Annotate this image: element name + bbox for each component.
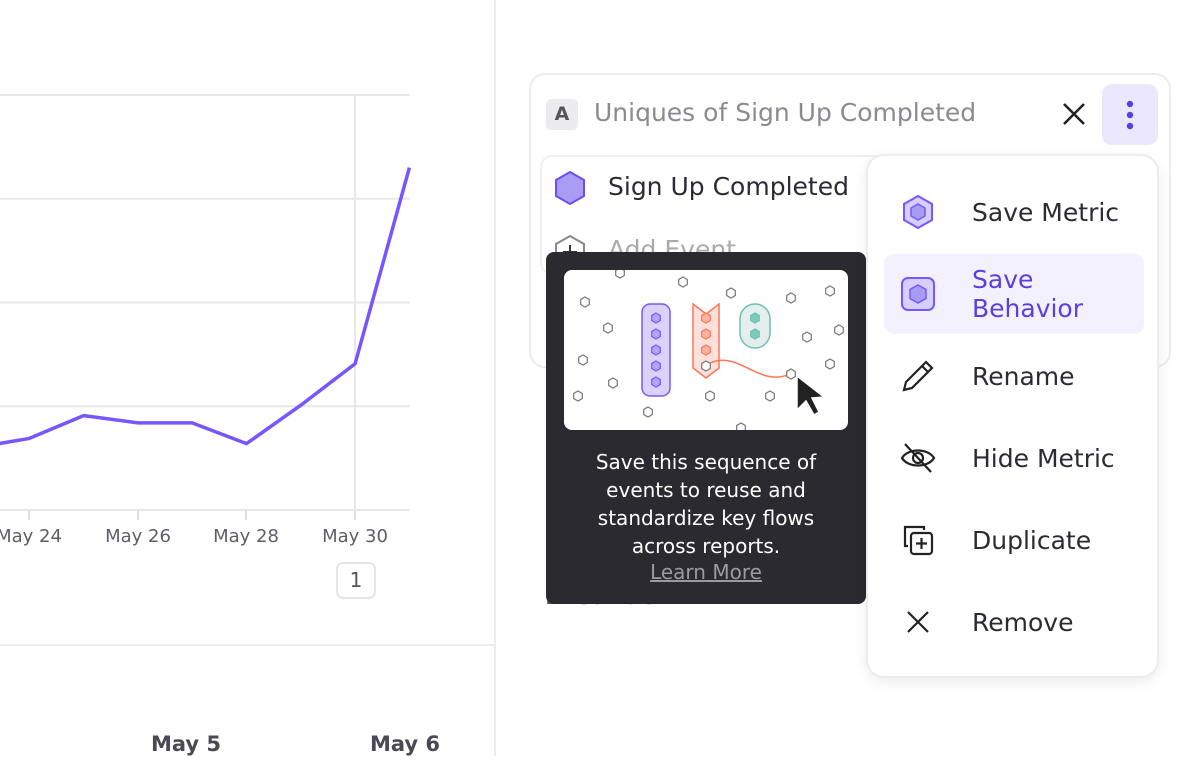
hexagon-shape: [651, 360, 661, 372]
behavior-illustration: [564, 270, 848, 430]
tooltip-description: Save this sequence of events to reuse an…: [556, 448, 856, 560]
hexagon-filled-icon: [900, 276, 936, 312]
menu-item-label: Duplicate: [972, 525, 1092, 555]
hexagon-icon: [900, 194, 936, 230]
close-icon: [1063, 103, 1085, 125]
more-vertical-icon: [1126, 100, 1134, 130]
divider: [494, 0, 496, 756]
hexagon-shape: [578, 354, 588, 366]
tooltip-line: across reports.: [631, 534, 781, 558]
close-button[interactable]: [1058, 98, 1090, 130]
hexagon-shape: [750, 312, 760, 324]
timeline-label: May 5: [150, 732, 222, 756]
hexagon-shape: [786, 368, 796, 380]
hexagon-shape: [701, 328, 711, 340]
event-name[interactable]: Sign Up Completed: [608, 172, 849, 201]
hexagon-shape: [765, 390, 775, 402]
metric-letter-badge: A: [546, 99, 578, 130]
menu-item-rename[interactable]: Rename: [884, 336, 1144, 416]
hexagon-shape: [651, 344, 661, 356]
menu-item-label: Save Metric: [972, 197, 1120, 227]
duplicate-icon: [900, 522, 936, 558]
hexagon-shape: [726, 287, 736, 299]
x-tick-label: May 28: [213, 526, 279, 547]
timeline-label: May 6: [369, 732, 441, 756]
menu-item-label: Remove: [972, 607, 1074, 637]
hexagon-shape: [825, 285, 835, 297]
hexagon-shape: [580, 296, 590, 308]
hexagon-shape: [608, 377, 618, 389]
hexagon-shape: [651, 328, 661, 340]
more-options-button[interactable]: [1102, 84, 1158, 145]
eye-off-icon: [900, 440, 936, 476]
hexagon-shape: [701, 344, 711, 356]
x-tick-label: May 30: [322, 526, 388, 547]
x-tick-label: May 26: [105, 526, 171, 547]
close-icon: [900, 604, 936, 640]
hexagon-shape: [603, 322, 613, 334]
hexagon-shape: [825, 358, 835, 370]
hexagon-shape: [651, 376, 661, 388]
pencil-icon: [900, 358, 936, 394]
hexagon-shape: [573, 390, 583, 402]
learn-more-link[interactable]: Learn More: [650, 560, 762, 584]
menu-item-save-metric[interactable]: Save Metric: [884, 172, 1144, 252]
menu-item-save-behavior[interactable]: Save Behavior: [884, 254, 1144, 334]
hexagon-shape: [834, 324, 844, 336]
illustration-graphic: [573, 270, 844, 430]
menu-item-label: Hide Metric: [972, 443, 1115, 473]
tooltip-line: standardize key flows: [597, 506, 815, 530]
hexagon-shape: [750, 328, 760, 340]
menu-item-remove[interactable]: Remove: [884, 582, 1144, 662]
tooltip-line: Save this sequence of: [595, 450, 817, 474]
hexagon-shape: [701, 360, 711, 372]
tooltip-line: events to reuse and: [606, 478, 806, 502]
hexagon-shape: [802, 331, 812, 343]
hexagon-shape: [678, 276, 688, 288]
hexagon-shape: [651, 312, 661, 324]
annotation-badge[interactable]: 1: [336, 562, 376, 599]
menu-item-label: Rename: [972, 361, 1075, 391]
chart-svg: [0, 94, 412, 520]
hexagon-shape: [643, 406, 653, 418]
menu-item-hide-metric[interactable]: Hide Metric: [884, 418, 1144, 498]
line-chart: May 24 May 26 May 28 May 30 1 May 5 May …: [0, 0, 495, 756]
menu-item-duplicate[interactable]: Duplicate: [884, 500, 1144, 580]
event-hexagon-icon: [555, 170, 585, 206]
hexagon-shape: [736, 422, 746, 430]
series-line: [0, 167, 412, 446]
metric-title[interactable]: Uniques of Sign Up Completed: [594, 98, 977, 127]
menu-item-label: Save Behavior: [972, 265, 1084, 323]
hexagon-shape: [701, 312, 711, 324]
metric-options-menu: Save Metric Save Behavior Rename Hide Me…: [866, 154, 1159, 678]
hexagon-shape: [615, 270, 625, 279]
divider: [0, 644, 495, 646]
hexagon-shape: [786, 292, 796, 304]
hexagon-shape: [705, 390, 715, 402]
x-tick-label: May 24: [0, 526, 62, 547]
